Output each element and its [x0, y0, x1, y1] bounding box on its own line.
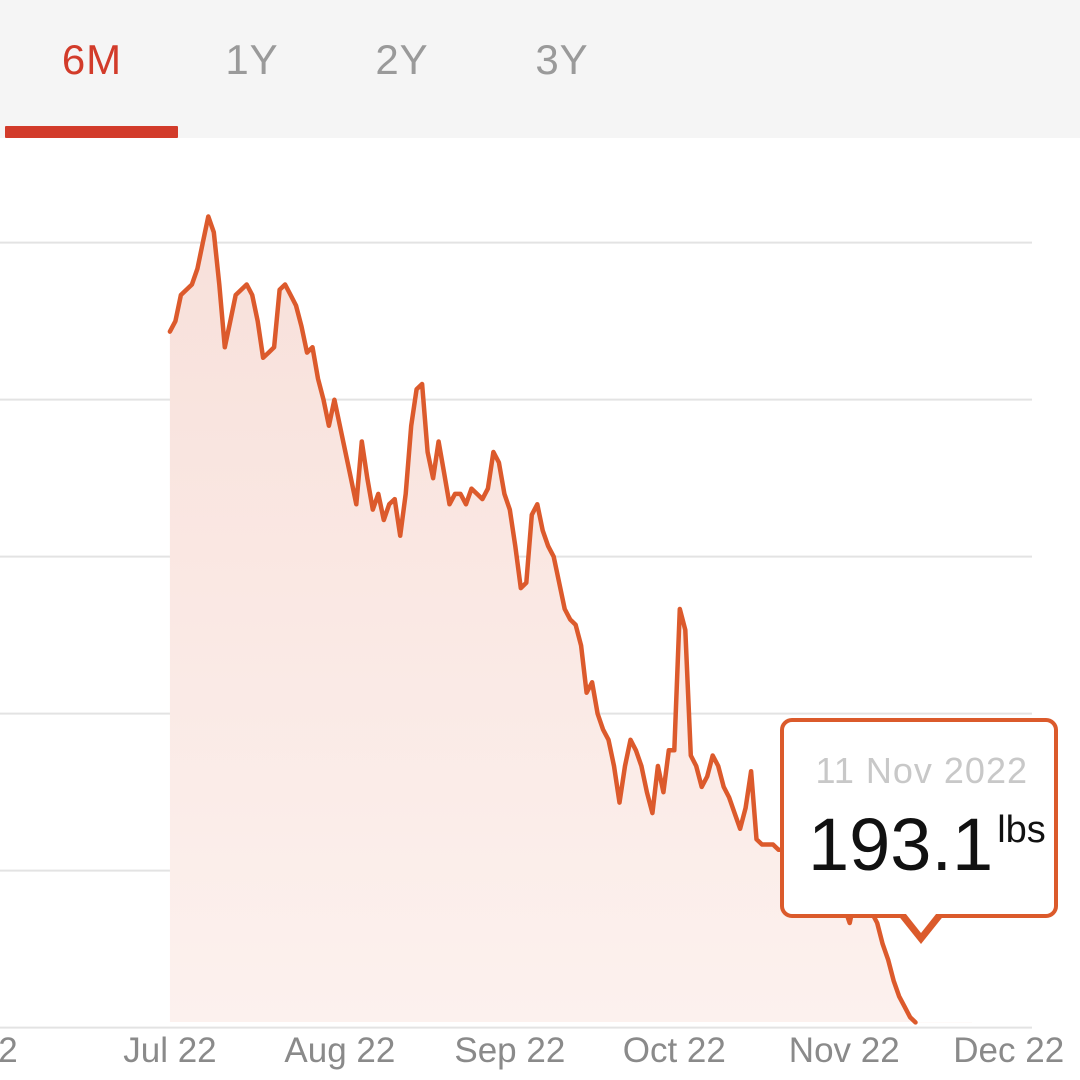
series-area-fill	[169, 216, 972, 1023]
value-tooltip: 11 Nov 2022 193.1 lbs	[780, 718, 1058, 918]
x-tick-label: 2	[0, 1031, 18, 1070]
tooltip-date: 11 Nov 2022	[815, 750, 1028, 791]
tooltip-value-number: 193.1	[808, 803, 994, 886]
x-axis-ticks: 2 Jul 22 Aug 22 Sep 22 Oct 22 Nov 22 Dec 22	[0, 1031, 1064, 1070]
x-tick-label: Jul 22	[123, 1031, 216, 1070]
active-tab-indicator	[5, 126, 178, 138]
x-tick-label: Dec 22	[953, 1031, 1064, 1070]
x-tick-label: Aug 22	[284, 1031, 395, 1070]
tab-1y[interactable]: 1Y	[225, 36, 279, 83]
x-tick-label: Oct 22	[623, 1031, 726, 1070]
range-tab-bar: 6M 1Y 2Y 3Y	[0, 0, 1080, 138]
tooltip-value: 193.1 lbs	[808, 802, 1046, 887]
x-tick-label: Sep 22	[454, 1031, 565, 1070]
tab-6m[interactable]: 6M	[61, 36, 123, 83]
tab-2y[interactable]: 2Y	[375, 36, 429, 83]
x-tick-label: Nov 22	[789, 1031, 900, 1070]
weight-chart[interactable]: 2 Jul 22 Aug 22 Sep 22 Oct 22 Nov 22 Dec 22	[0, 138, 1080, 1080]
tooltip-unit: lbs	[997, 809, 1046, 851]
tooltip-pointer	[897, 909, 945, 944]
tab-3y[interactable]: 3Y	[535, 36, 589, 83]
